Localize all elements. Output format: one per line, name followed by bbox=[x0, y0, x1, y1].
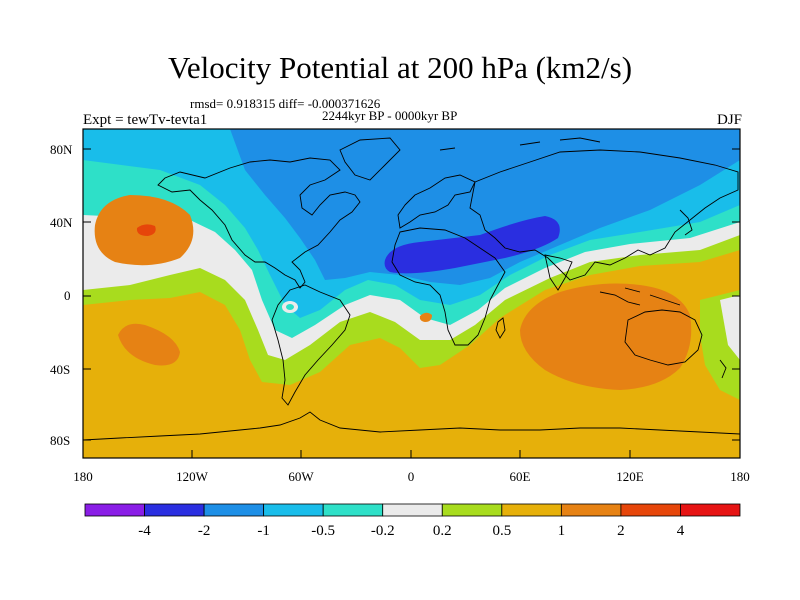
lon-label-120e: 120E bbox=[616, 469, 644, 484]
lon-label-120w: 120W bbox=[176, 469, 209, 484]
colorbar-label: -4 bbox=[138, 523, 151, 539]
colorbar-label: 0.5 bbox=[492, 523, 511, 539]
lon-label-0: 0 bbox=[408, 469, 415, 484]
lat-label-40n: 40N bbox=[50, 215, 73, 230]
contour-neg0.5-neg0.2 bbox=[286, 304, 294, 310]
season-label: DJF bbox=[716, 112, 742, 128]
contour-1-2 bbox=[520, 283, 692, 390]
lat-label-80n: 80N bbox=[50, 142, 73, 157]
colorbar-swatch bbox=[382, 503, 443, 517]
lon-label-60w: 60W bbox=[288, 469, 314, 484]
contour-neg4-neg2 bbox=[384, 216, 560, 274]
axis-ticks bbox=[82, 148, 741, 458]
colorbar-swatch bbox=[441, 503, 503, 517]
contour-neg0.2-0.2 bbox=[720, 295, 740, 360]
colorbar-label: -0.5 bbox=[311, 523, 335, 539]
contour-2-4 bbox=[136, 224, 156, 236]
colorbar-swatch bbox=[560, 503, 622, 517]
contour-1-2 bbox=[118, 323, 180, 366]
lon-label-60e: 60E bbox=[510, 469, 531, 484]
lat-label-40s: 40S bbox=[50, 362, 70, 377]
colorbar-label: -0.2 bbox=[371, 523, 395, 539]
experiment-label: Expt = tewTv-tevta1 bbox=[83, 112, 208, 128]
colorbar-label: 2 bbox=[617, 523, 625, 539]
lat-label-80s: 80S bbox=[50, 433, 70, 448]
lon-label-180w: 180 bbox=[73, 469, 93, 484]
colorbar-swatch bbox=[144, 503, 205, 517]
period-line: 2244kyr BP - 0000kyr BP bbox=[322, 108, 458, 123]
contour-1-2 bbox=[419, 312, 432, 322]
colorbar-swatch bbox=[84, 503, 145, 517]
colorbar-swatch bbox=[620, 503, 681, 517]
contour-field bbox=[83, 129, 740, 458]
colorbar-label: -1 bbox=[257, 523, 270, 539]
colorbar-label: 0.2 bbox=[433, 523, 452, 539]
colorbar-label: 4 bbox=[677, 523, 685, 539]
colorbar-swatch bbox=[501, 503, 562, 517]
colorbar-label: 1 bbox=[558, 523, 566, 539]
colorbar-swatch bbox=[680, 503, 741, 517]
colorbar: -4 -2 -1 -0.5 -0.2 0.2 0.5 1 2 4 bbox=[84, 503, 741, 539]
map-title: Velocity Potential at 200 hPa (km2/s) bbox=[167, 50, 633, 85]
stats-line: rmsd= 0.918315 diff= -0.000371626 bbox=[190, 96, 381, 111]
lat-label-0: 0 bbox=[64, 288, 71, 303]
contour-neg2-neg1 bbox=[230, 129, 740, 285]
colorbar-swatch bbox=[263, 503, 324, 517]
coastlines bbox=[83, 137, 740, 441]
colorbar-swatch bbox=[203, 503, 265, 517]
lon-label-180e: 180 bbox=[730, 469, 750, 484]
colorbar-swatch bbox=[322, 503, 384, 517]
colorbar-label: -2 bbox=[198, 523, 211, 539]
